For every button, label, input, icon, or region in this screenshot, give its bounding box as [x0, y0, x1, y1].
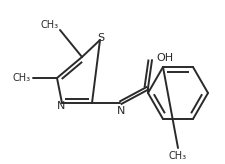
Text: S: S — [97, 33, 105, 43]
Text: CH₃: CH₃ — [13, 73, 31, 83]
Text: N: N — [117, 106, 125, 116]
Text: CH₃: CH₃ — [169, 151, 187, 161]
Text: OH: OH — [156, 53, 173, 63]
Text: N: N — [57, 101, 65, 111]
Text: CH₃: CH₃ — [41, 20, 59, 30]
